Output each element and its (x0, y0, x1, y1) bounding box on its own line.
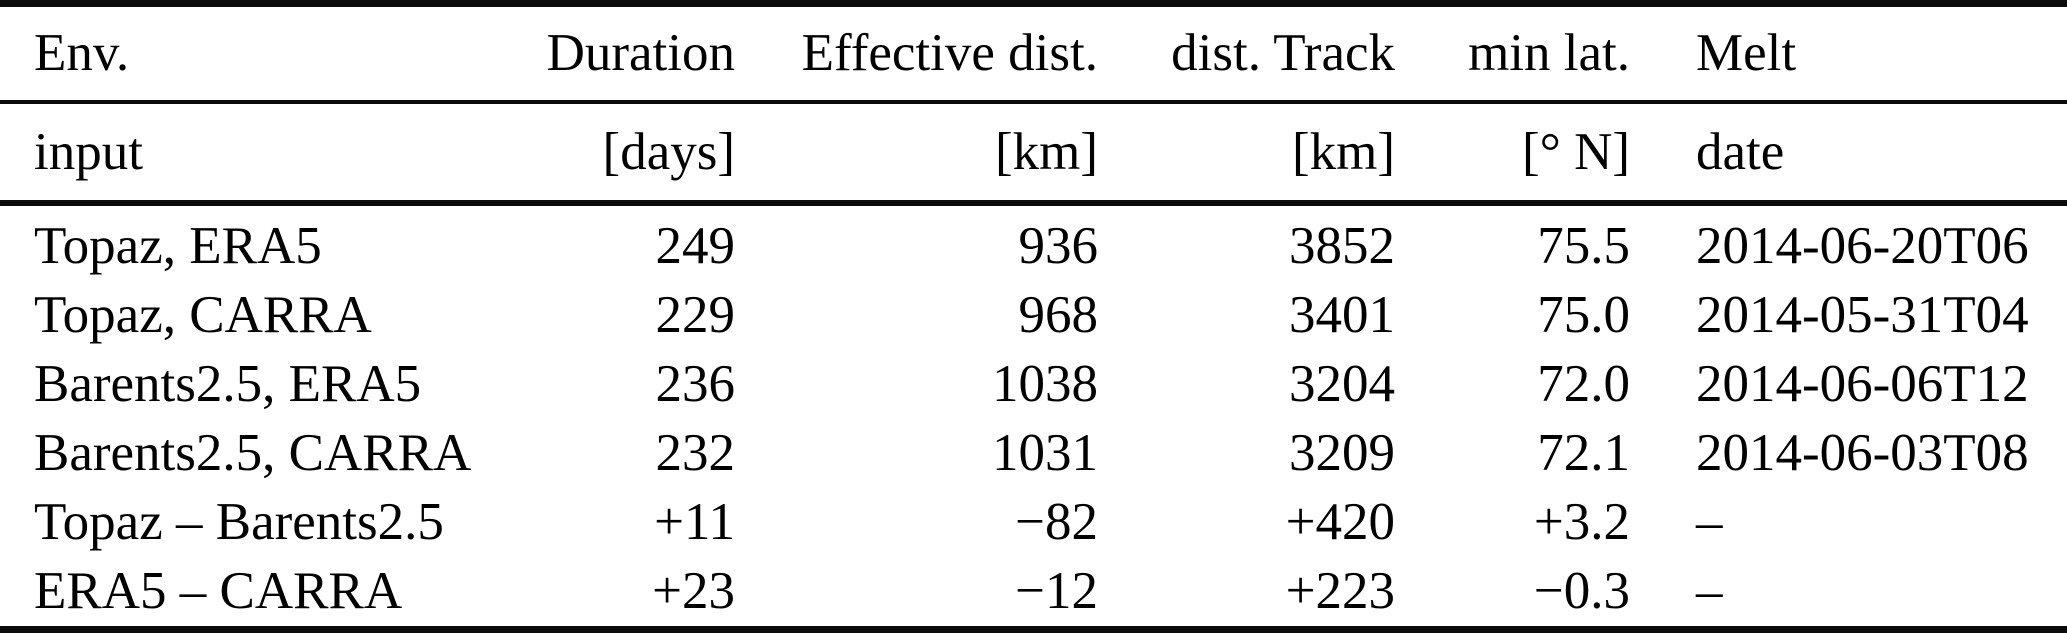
cell-min-lat: 75.0 (1537, 286, 1630, 344)
cell-min-lat: 72.0 (1537, 355, 1630, 413)
cell-duration: 236 (655, 355, 736, 413)
cell-effective-dist: 1031 (992, 424, 1098, 482)
cell-env: Barents2.5, ERA5 (34, 355, 422, 413)
col-header-dist-track: dist. Track (1098, 3, 1395, 104)
cell-duration: 232 (655, 424, 736, 482)
cell-duration: +11 (654, 493, 735, 551)
cell-duration: +23 (652, 562, 735, 620)
cell-min-lat: −0.3 (1533, 562, 1630, 620)
cell-duration: 249 (655, 217, 736, 275)
cell-dist-track: +223 (1285, 562, 1395, 620)
cell-effective-dist: 1038 (992, 355, 1098, 413)
cell-env: Topaz – Barents2.5 (34, 493, 444, 551)
cell-effective-dist: −82 (1015, 493, 1098, 551)
cell-melt-date: 2014-06-06T12 (1696, 355, 2029, 413)
col-subheader-lat-unit: [° N] (1395, 102, 1630, 206)
cell-dist-track: 3852 (1289, 217, 1395, 275)
table-row: Barents2.5, CARRA 232 1031 3209 72.1 201… (0, 419, 2067, 488)
cell-min-lat: 72.1 (1537, 424, 1630, 482)
table-row-diff: ERA5 – CARRA +23 −12 +223 −0.3 – (0, 557, 2067, 630)
cell-min-lat: 75.5 (1537, 217, 1630, 275)
col-header-melt: Melt (1630, 3, 2067, 104)
col-subheader-track-unit: [km] (1098, 102, 1395, 206)
cell-melt-date: 2014-05-31T04 (1696, 286, 2029, 344)
cell-melt-date: – (1696, 493, 1723, 551)
col-header-env: Env. (0, 3, 500, 104)
cell-min-lat: +3.2 (1533, 493, 1630, 551)
table-row: Topaz, ERA5 249 936 3852 75.5 2014-06-20… (0, 203, 2067, 281)
cell-effective-dist: 968 (1018, 286, 1099, 344)
cell-melt-date: 2014-06-03T08 (1696, 424, 2029, 482)
col-subheader-melt-date: date (1630, 102, 2067, 206)
cell-duration: 229 (655, 286, 736, 344)
col-header-effective-dist: Effective dist. (735, 3, 1098, 104)
table-header-row-1: Env. Duration Effective dist. dist. Trac… (0, 3, 2067, 104)
cell-dist-track: +420 (1285, 493, 1395, 551)
cell-dist-track: 3204 (1289, 355, 1395, 413)
table-row: Topaz, CARRA 229 968 3401 75.0 2014-05-3… (0, 281, 2067, 350)
cell-dist-track: 3209 (1289, 424, 1395, 482)
cell-env: Barents2.5, CARRA (34, 424, 472, 482)
col-header-duration: Duration (500, 3, 735, 104)
cell-env: Topaz, CARRA (34, 286, 372, 344)
cell-effective-dist: −12 (1015, 562, 1098, 620)
cell-melt-date: 2014-06-20T06 (1696, 217, 2029, 275)
col-subheader-effective-unit: [km] (735, 102, 1098, 206)
table-row-diff: Topaz – Barents2.5 +11 −82 +420 +3.2 – (0, 488, 2067, 557)
table-header-row-2: input [days] [km] [km] [° N] date (0, 102, 2067, 206)
cell-effective-dist: 936 (1018, 217, 1099, 275)
col-subheader-duration-unit: [days] (500, 102, 735, 206)
cell-melt-date: – (1696, 562, 1723, 620)
cell-env: ERA5 – CARRA (34, 562, 403, 620)
cell-env: Topaz, ERA5 (34, 217, 322, 275)
cell-dist-track: 3401 (1289, 286, 1395, 344)
col-header-min-lat: min lat. (1395, 3, 1630, 104)
table-row: Barents2.5, ERA5 236 1038 3204 72.0 2014… (0, 350, 2067, 419)
col-subheader-input: input (0, 102, 500, 206)
